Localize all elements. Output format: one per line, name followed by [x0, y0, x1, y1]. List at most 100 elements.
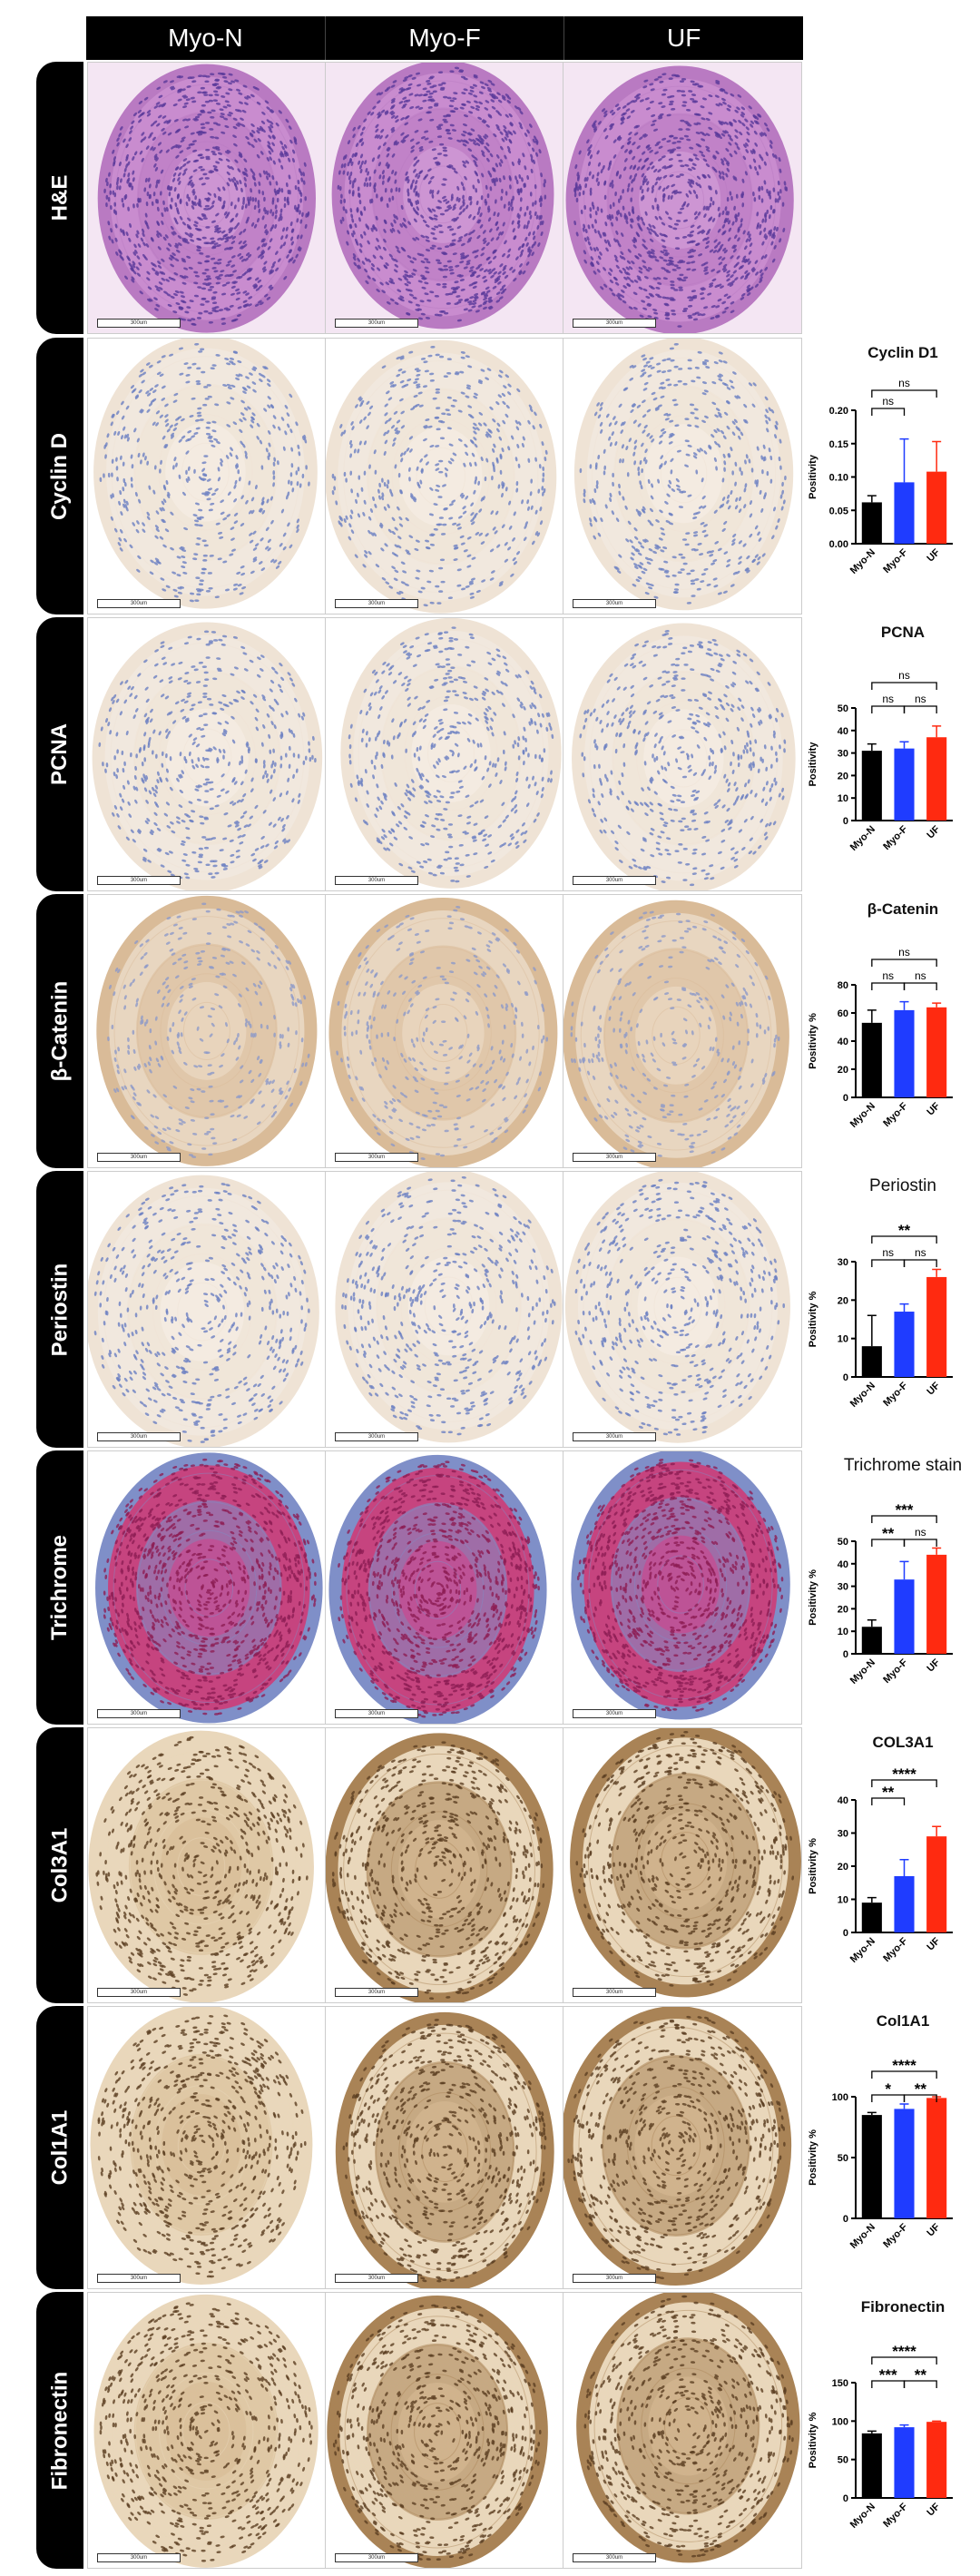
row-label: Periostin [36, 1171, 83, 1448]
significance-label: ns [882, 395, 894, 408]
y-tick-label: 20 [838, 1065, 848, 1076]
tissue-section-image [326, 618, 564, 890]
significance-bracket [871, 959, 937, 967]
error-bar [899, 741, 909, 749]
micrograph-tile: 300um [87, 1450, 327, 1725]
tissue-section-image [564, 1451, 801, 1724]
row-label-text: H&E [46, 174, 72, 221]
significance-bracket [903, 982, 937, 990]
chart-title: β-Catenin [867, 900, 938, 918]
scale-bar: 300um [335, 1709, 418, 1718]
significance-label: ns [915, 1526, 926, 1539]
scale-bar: 300um [97, 1432, 181, 1441]
bar-myof [894, 2109, 915, 2218]
chart-title: Cyclin D1 [867, 344, 937, 361]
figure-row: PCNA 300um 300um 300um PCNA 0 10 20 30 40 50 Positi… [36, 617, 980, 891]
tissue-section-image [88, 2293, 326, 2568]
scale-bar: 300um [573, 1432, 656, 1441]
y-tick-label: 10 [838, 1627, 848, 1637]
y-tick-label: 0.20 [829, 406, 848, 417]
tissue-section-image [564, 339, 801, 614]
significance-label: *** [879, 2366, 897, 2384]
bar-chart: COL3A1 0 10 20 30 40 Positivity % Myo-N Myo-F UF *… [803, 1727, 980, 2003]
y-tick-label: 50 [838, 703, 848, 714]
y-tick-label: 10 [838, 793, 848, 804]
scale-bar: 300um [335, 2553, 418, 2562]
significance-bracket [871, 2356, 937, 2365]
scale-bar: 300um [335, 1432, 418, 1441]
y-tick-label: 40 [838, 1037, 848, 1047]
significance-label: ** [882, 1525, 895, 1542]
scale-bar: 300um [97, 2553, 181, 2562]
micrograph-tile: 300um [325, 2006, 564, 2289]
bar-myon [861, 751, 882, 821]
figure-row: H&E 300um 300um 300um [36, 62, 980, 334]
micrograph-tile: 300um [563, 2292, 802, 2569]
figure-row: Fibronectin 300um 300um 300um Fibronectin 0 50… [36, 2292, 980, 2569]
bar-chart: Col1A1 0 50 100 Positivity % Myo-N Myo-F UF * ** *… [803, 2006, 980, 2289]
y-tick-label: 10 [838, 1334, 848, 1345]
significance-bracket [871, 982, 906, 990]
bar-chart: Trichrome stain 0 10 20 30 40 50 Positivity % My… [803, 1450, 980, 1725]
y-tick-label: 0.00 [829, 539, 848, 550]
significance-label: ns [915, 1246, 926, 1259]
bar-uf [926, 1276, 947, 1377]
error-bar [867, 1009, 877, 1023]
scale-bar: 300um [335, 1988, 418, 1997]
significance-bracket [871, 408, 906, 416]
bar-uf [926, 471, 947, 544]
row-label-text: PCNA [47, 723, 73, 786]
scale-bar: 300um [97, 599, 181, 608]
x-tick-label: Myo-F [881, 1657, 910, 1686]
y-tick-label: 50 [838, 2455, 848, 2466]
error-bar [932, 725, 942, 738]
significance-bracket [871, 705, 906, 713]
scale-bar: 300um [335, 1153, 418, 1162]
tissue-section-image [88, 1172, 326, 1447]
micrograph-tile: 300um [325, 894, 564, 1168]
x-tick-label: UF [925, 1100, 942, 1117]
bar-myof [894, 748, 915, 821]
error-bar [867, 1896, 877, 1903]
micrograph-tile: 300um [563, 617, 802, 891]
chart-title: COL3A1 [872, 1734, 933, 1751]
scale-bar: 300um [97, 319, 181, 328]
tissue-section-image [564, 895, 801, 1167]
significance-label: **** [892, 2057, 916, 2074]
y-tick-label: 100 [832, 2416, 848, 2427]
y-tick-label: 80 [838, 980, 848, 991]
y-axis-label: Positivity % [808, 2412, 818, 2468]
micrograph-tile: 300um [563, 1727, 802, 2003]
figure-row: Trichrome 300um 300um 300um Trichrome stain 0… [36, 1450, 980, 1725]
x-tick-label: UF [925, 1657, 942, 1674]
x-tick-label: Myo-N [848, 1101, 877, 1130]
bar-myof [894, 1875, 915, 1932]
y-tick-label: 20 [838, 771, 848, 782]
tissue-section-image [326, 63, 564, 333]
y-tick-label: 150 [832, 2378, 848, 2389]
y-axis-label: Positivity % [808, 1569, 818, 1626]
error-bar [867, 495, 877, 503]
micrograph-tile: 300um [87, 1727, 327, 2003]
bar-chart: Fibronectin 0 50 100 150 Positivity % Myo-N Myo… [803, 2292, 980, 2569]
micrograph-tile: 300um [563, 338, 802, 615]
row-label: Col1A1 [36, 2006, 83, 2289]
error-bar [899, 1858, 909, 1876]
micrograph-tile: 300um [563, 62, 802, 334]
scale-bar: 300um [573, 2274, 656, 2283]
tissue-section-image [326, 1728, 564, 2002]
micrograph-tile: 300um [87, 617, 327, 891]
y-tick-label: 0.15 [829, 439, 848, 450]
significance-bracket [903, 2380, 937, 2388]
row-label-text: Periostin [47, 1263, 73, 1356]
scale-bar: 300um [97, 1153, 181, 1162]
y-tick-label: 100 [832, 2092, 848, 2103]
x-tick-label: Myo-N [848, 547, 877, 576]
micrograph-tile: 300um [325, 2292, 564, 2569]
bar-uf [926, 1836, 947, 1932]
micrograph-tile: 300um [325, 62, 564, 334]
y-tick-label: 40 [838, 1559, 848, 1570]
significance-bracket [871, 389, 937, 398]
bar-uf [926, 1554, 947, 1654]
chart-title: Fibronectin [861, 2298, 946, 2315]
